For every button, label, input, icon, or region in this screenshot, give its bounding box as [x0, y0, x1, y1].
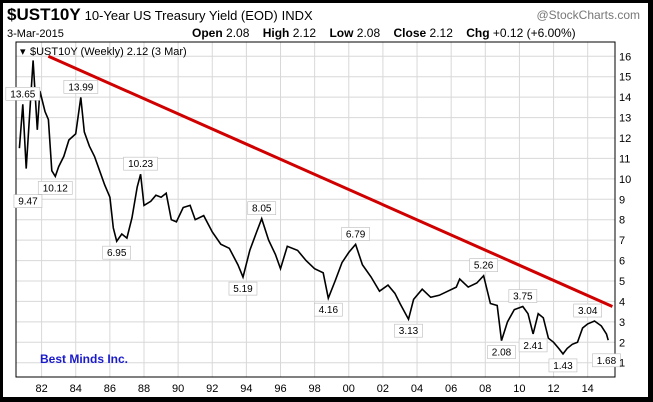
data-label-box: [13, 194, 43, 208]
data-label: 3.75: [513, 292, 533, 303]
x-axis: 82 84 86 88 90 92 94 96 98 00 02 04 06 08 10 12 14: [35, 383, 593, 395]
grid: [16, 42, 615, 377]
y-tick-label: 10: [619, 174, 631, 186]
x-tick-label: 94: [240, 383, 252, 395]
data-label: 1.68: [597, 356, 617, 367]
data-label-box: [394, 323, 423, 338]
y-tick-label: 5: [619, 276, 625, 288]
y-tick-label: 9: [619, 194, 625, 206]
data-label: 4.16: [319, 305, 339, 316]
date-label: 3-Mar-2015: [7, 28, 64, 40]
y-tick-label: 1: [619, 358, 625, 370]
x-tick-label: 14: [582, 383, 594, 395]
ohlc-readout: Open 2.08 High 2.12 Low 2.08 Close 2.12 …: [192, 26, 586, 40]
data-label-box: [5, 87, 41, 101]
y-tick-label: 3: [619, 317, 625, 329]
yield-series-line: [18, 60, 609, 356]
data-label: 9.47: [18, 197, 38, 208]
data-label-box: [123, 156, 158, 171]
y-tick-label: 16: [619, 51, 631, 63]
data-label: 6.95: [107, 248, 127, 259]
description: 10-Year US Treasury Yield (EOD): [84, 8, 278, 23]
x-tick-label: 90: [172, 383, 184, 395]
y-tick-label: 15: [619, 72, 631, 84]
y-tick-label: 8: [619, 215, 625, 227]
data-label-box: [247, 201, 277, 215]
y-tick-label: 2: [619, 337, 625, 349]
x-tick-label: 08: [479, 383, 491, 395]
data-label: 6.79: [346, 229, 366, 240]
x-tick-label: 92: [206, 383, 218, 395]
data-label-box: [518, 338, 548, 353]
data-label-box: [487, 345, 516, 359]
annotation-layer: 13.65 9.47 10.12 13.99 6.95 10.23 5.19 8.05 4.16…: [5, 80, 621, 373]
data-label: 2.08: [492, 348, 512, 359]
x-tick-label: 88: [138, 383, 150, 395]
data-label-box: [341, 227, 370, 241]
close-label: Close: [393, 26, 427, 40]
data-label: 13.99: [68, 82, 93, 93]
chg-label: Chg: [466, 26, 490, 40]
chart-title: $UST10Y 10-Year US Treasury Yield (EOD) …: [7, 5, 313, 25]
x-tick-label: 06: [445, 383, 457, 395]
symbol: $UST10Y: [7, 5, 81, 24]
x-tick-label: 00: [343, 383, 355, 395]
data-label: 5.26: [474, 261, 494, 272]
x-tick-label: 84: [70, 383, 82, 395]
series-layer: [18, 54, 614, 356]
x-tick-label: 82: [35, 383, 47, 395]
data-label: 3.13: [399, 326, 419, 337]
close-value: 2.12: [429, 26, 453, 40]
x-tick-label: 04: [411, 383, 423, 395]
data-label-box: [548, 358, 578, 373]
watermark: Best Minds Inc.: [40, 352, 128, 366]
data-label: 2.41: [523, 341, 543, 352]
data-label-box: [313, 302, 343, 317]
open-label: Open: [192, 26, 223, 40]
legend: ▾ $UST10Y (Weekly) 2.12 (3 Mar): [20, 46, 187, 58]
legend-marker: ▾: [20, 46, 26, 58]
y-tick-label: 14: [619, 92, 631, 104]
data-label-box: [508, 289, 538, 303]
x-tick-label: 02: [377, 383, 389, 395]
open-value: 2.08: [226, 26, 250, 40]
chg-value: +0.12 (+6.00%): [492, 26, 576, 40]
x-tick-label: 98: [309, 383, 321, 395]
data-label-box: [102, 245, 131, 260]
data-label-box: [592, 353, 621, 368]
x-tick-label: 96: [274, 383, 286, 395]
exchange: INDX: [281, 8, 313, 23]
data-label: 10.23: [128, 159, 153, 170]
x-tick-label: 12: [547, 383, 559, 395]
low-label: Low: [329, 26, 354, 40]
data-label: 8.05: [252, 204, 272, 215]
plot-area: [15, 41, 616, 378]
trend-line: [47, 54, 614, 308]
y-tick-label: 11: [619, 153, 630, 165]
y-tick-label: 7: [619, 235, 625, 247]
high-label: High: [262, 26, 290, 40]
data-label-box: [469, 258, 498, 272]
y-tick-label: 4: [619, 296, 625, 308]
y-tick-label: 12: [619, 133, 631, 145]
x-tick-label: 86: [104, 383, 116, 395]
data-label-box: [573, 303, 602, 318]
data-label: 1.43: [553, 361, 573, 372]
data-label: 5.19: [233, 284, 253, 295]
data-label-box: [63, 80, 99, 94]
data-label: 13.65: [10, 89, 35, 100]
data-label-box: [228, 281, 258, 296]
y-tick-label: 6: [619, 256, 625, 268]
data-label-box: [37, 181, 73, 195]
high-value: 2.12: [292, 26, 317, 40]
y-tick-label: 13: [619, 113, 631, 125]
brand-label[interactable]: @StockCharts.com: [536, 8, 640, 22]
legend-text: $UST10Y (Weekly) 2.12 (3 Mar): [30, 46, 187, 58]
data-label: 10.12: [43, 183, 68, 194]
low-value: 2.08: [356, 26, 381, 40]
data-label: 3.04: [578, 306, 598, 317]
x-tick-label: 10: [513, 383, 525, 395]
